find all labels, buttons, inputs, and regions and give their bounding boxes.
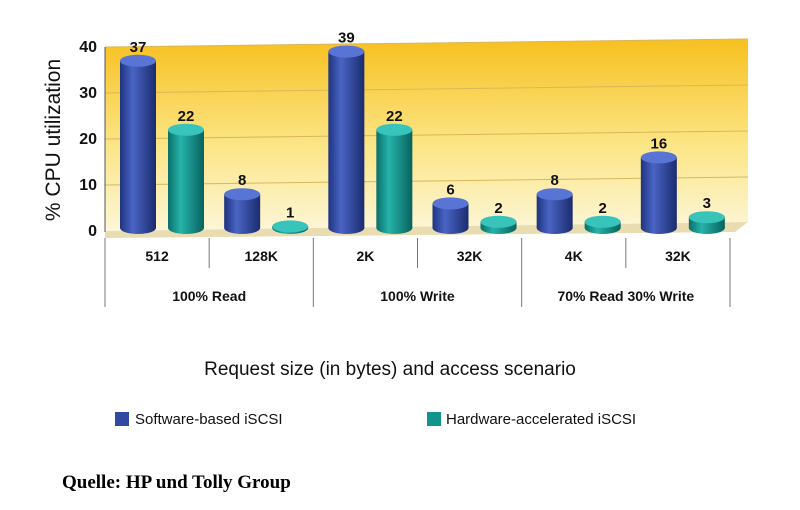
y-axis-label: % CPU utilization (42, 59, 65, 221)
legend-swatch-software (115, 412, 129, 426)
y-tick-label: 30 (79, 85, 97, 102)
source-note: Quelle: HP und Tolly Group (62, 472, 291, 493)
y-tick-labels: 0 10 20 30 40 (79, 39, 97, 240)
bar-hardware (168, 123, 204, 234)
data-label: 22 (178, 108, 195, 125)
category-label: 512 (145, 248, 169, 264)
bar-hardware (688, 211, 725, 234)
data-label: 1 (286, 204, 294, 221)
gridline (104, 130, 749, 140)
data-label: 2 (598, 200, 606, 217)
bar-software (328, 45, 365, 234)
category-label: 32K (457, 248, 483, 264)
data-label: 6 (446, 181, 454, 198)
y-tick-label: 0 (88, 223, 97, 240)
bar-software (536, 188, 573, 234)
data-label: 2 (494, 200, 502, 217)
group-label: 70% Read 30% Write (557, 288, 694, 304)
data-label: 8 (238, 172, 246, 189)
bar-software (120, 54, 156, 234)
legend: Software-based iSCSI Hardware-accelerate… (115, 411, 636, 428)
gridlines (104, 38, 749, 186)
category-label: 2K (356, 248, 374, 264)
category-table: 512 128K 2K 32K 4K 32K 100% Read 100% Write 70% … (104, 238, 731, 307)
legend-swatch-hardware (427, 412, 441, 426)
bar-software (432, 197, 469, 234)
bar-hardware (584, 215, 621, 234)
bar-hardware (376, 123, 413, 234)
bar-hardware (272, 220, 309, 234)
bars (120, 45, 725, 234)
bar-hardware (480, 215, 517, 234)
bar-software (640, 151, 677, 234)
y-tick-label: 20 (79, 131, 97, 148)
data-label: 22 (386, 108, 403, 125)
legend-label-hardware: Hardware-accelerated iSCSI (446, 411, 636, 428)
data-label: 3 (703, 195, 711, 212)
category-label: 128K (245, 248, 278, 264)
gridline (104, 84, 749, 94)
x-axis-label: Request size (in bytes) and access scena… (204, 359, 576, 380)
y-tick-label: 40 (79, 39, 97, 56)
data-label: 39 (338, 30, 355, 47)
legend-label-software: Software-based iSCSI (135, 411, 283, 428)
group-label: 100% Write (380, 288, 455, 304)
bar-software (224, 188, 261, 234)
gridline (104, 38, 749, 48)
group-label: 100% Read (172, 288, 246, 304)
data-label: 8 (550, 172, 558, 189)
data-label: 16 (650, 135, 667, 152)
y-tick-label: 10 (79, 177, 97, 194)
category-label: 32K (665, 248, 691, 264)
category-label: 4K (565, 248, 583, 264)
data-label: 37 (130, 39, 147, 56)
